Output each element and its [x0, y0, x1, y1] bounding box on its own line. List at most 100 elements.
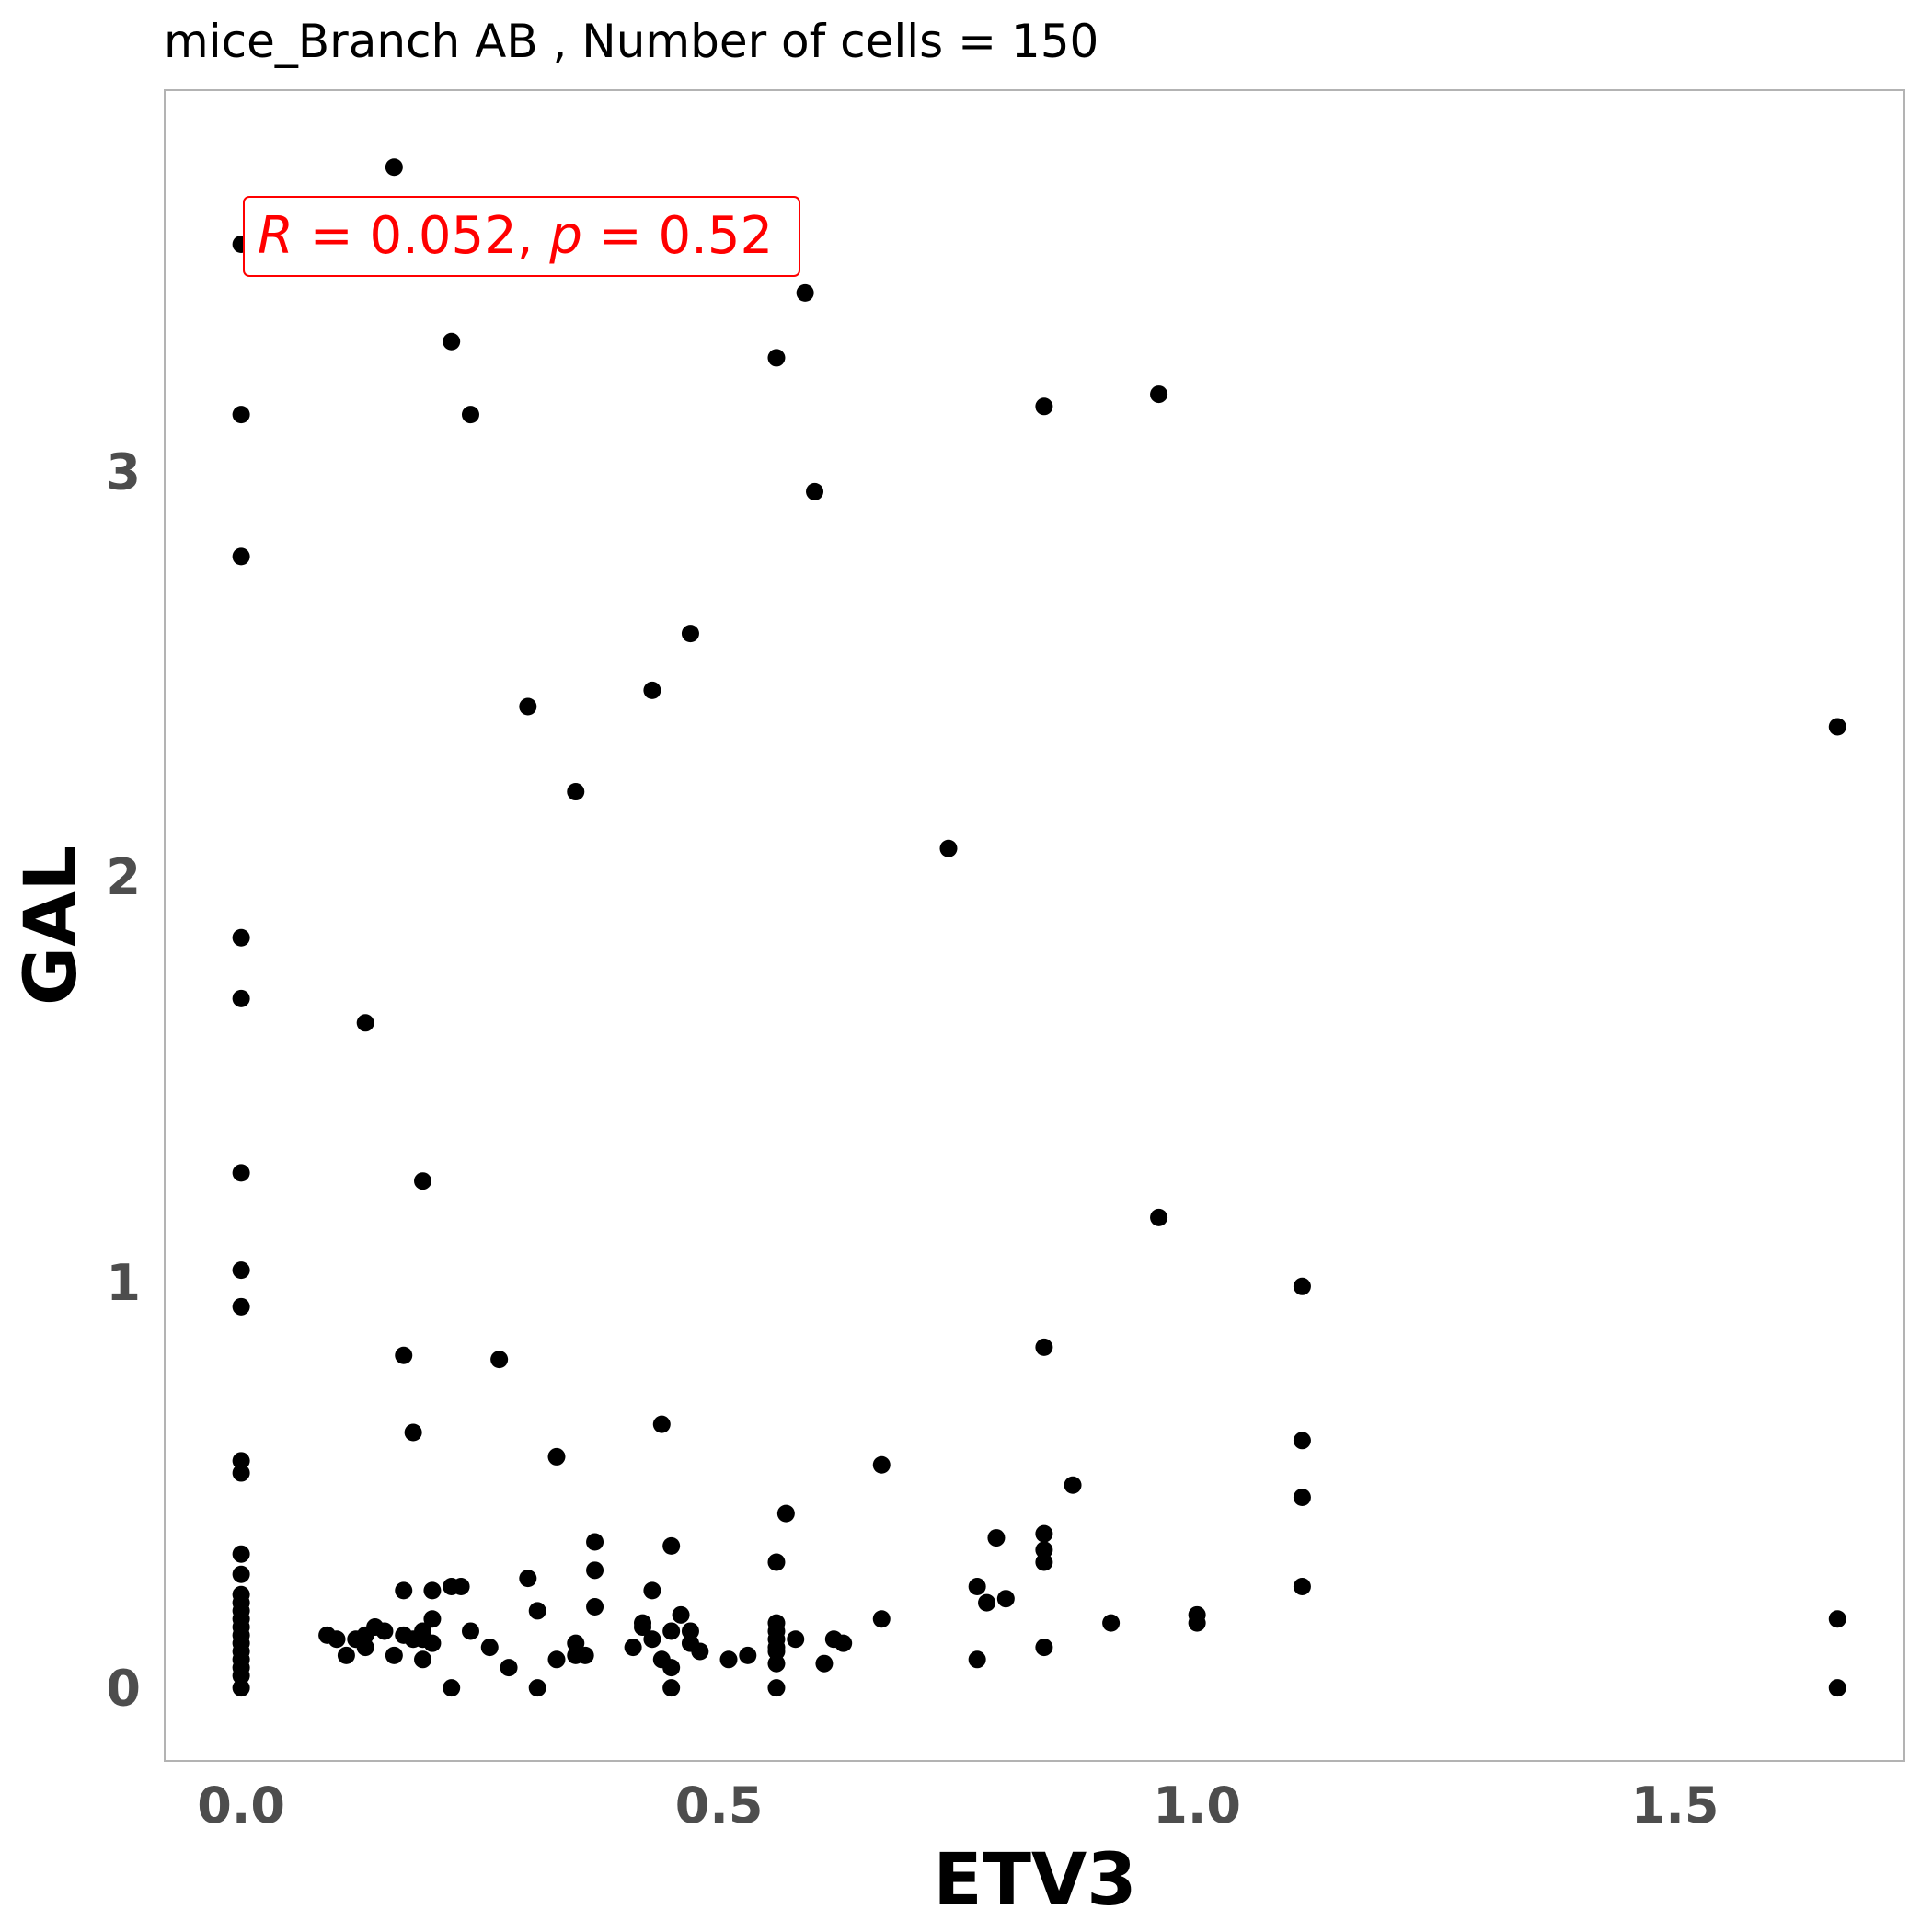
scatter-point: [767, 1679, 786, 1697]
scatter-point: [232, 1545, 250, 1563]
scatter-point: [624, 1639, 642, 1657]
scatter-point: [547, 1650, 566, 1669]
scatter-point: [232, 989, 250, 1007]
scatter-point: [968, 1577, 986, 1595]
scatter-point: [443, 1679, 461, 1697]
scatter-point: [1293, 1577, 1311, 1595]
scatter-point: [395, 1346, 413, 1364]
y-tick-label: 1: [106, 1254, 141, 1312]
scatter-point: [480, 1639, 499, 1657]
scatter-point: [662, 1536, 681, 1555]
x-axis-ticks: 0.0 0.5 1.0 1.5: [197, 1777, 1719, 1834]
scatter-point: [232, 928, 250, 947]
scatter-point: [767, 1553, 786, 1571]
scatter-point: [719, 1650, 738, 1669]
scatter-point: [1828, 718, 1846, 736]
scatter-point: [652, 1415, 671, 1433]
scatter-point: [776, 1504, 795, 1523]
p-label: p: [548, 206, 582, 266]
scatter-point: [987, 1529, 1006, 1547]
scatter-point: [500, 1659, 518, 1677]
scatter-point: [232, 406, 250, 424]
scatter-point: [586, 1533, 604, 1551]
scatter-point: [1828, 1679, 1846, 1697]
scatter-point: [328, 1630, 346, 1649]
scatter-point: [872, 1610, 891, 1628]
y-axis-label: GAL: [10, 845, 93, 1006]
scatter-point: [1035, 1338, 1053, 1356]
scatter-point: [739, 1646, 757, 1664]
scatter-point: [634, 1618, 652, 1637]
scatter-point: [528, 1679, 546, 1697]
scatter-point: [528, 1602, 546, 1620]
scatter-point: [232, 1565, 250, 1583]
scatter-point: [461, 406, 479, 424]
scatter-point: [586, 1561, 604, 1580]
scatter-point: [519, 1570, 537, 1588]
x-axis-label: ETV3: [933, 1839, 1136, 1922]
scatter-point: [232, 547, 250, 566]
y-tick-label: 3: [106, 443, 141, 500]
scatter-point: [662, 1659, 681, 1677]
scatter-point: [1035, 1553, 1053, 1571]
scatter-point: [681, 1622, 699, 1640]
scatter-point: [968, 1650, 986, 1669]
scatter-point: [767, 1654, 786, 1673]
scatter-point: [490, 1351, 509, 1369]
scatter-point: [1035, 1639, 1053, 1657]
plot-area: [164, 89, 1905, 1762]
scatter-point: [232, 1666, 250, 1685]
scatter-point: [567, 783, 585, 801]
scatter-point: [767, 1642, 786, 1661]
scatter-point: [1293, 1432, 1311, 1450]
scatter-point: [1188, 1614, 1206, 1632]
scatter-point: [356, 1639, 374, 1657]
scatter-point: [232, 1464, 250, 1482]
scatter-point: [356, 1014, 374, 1032]
scatter-point: [423, 1634, 442, 1652]
scatter-point: [1102, 1614, 1121, 1632]
scatter-point: [547, 1447, 566, 1466]
scatter-point: [414, 1622, 432, 1640]
scatter-point: [1828, 1610, 1846, 1628]
scatter-point: [567, 1634, 585, 1652]
scatter-point: [385, 158, 403, 177]
scatter-point: [1064, 1476, 1082, 1494]
scatter-point: [423, 1581, 442, 1600]
scatter-point: [662, 1622, 681, 1640]
scatter-point: [232, 1452, 250, 1470]
scatter-point: [452, 1577, 470, 1595]
scatter-point: [385, 1646, 403, 1664]
scatter-point: [806, 482, 824, 500]
scatter-point: [787, 1630, 805, 1649]
scatter-point: [1150, 1208, 1168, 1226]
scatter-point: [996, 1590, 1015, 1608]
scatter-point: [519, 697, 537, 716]
scatter-point: [1035, 1524, 1053, 1543]
scatter-point: [1293, 1488, 1311, 1506]
scatter-point: [1035, 397, 1053, 416]
scatter-point: [643, 1581, 661, 1600]
scatter-point: [337, 1646, 355, 1664]
scatter-point: [815, 1654, 834, 1673]
chart-title: mice_Branch AB , Number of cells = 150: [164, 15, 1098, 68]
scatter-point: [643, 1630, 661, 1649]
scatter-point: [232, 1164, 250, 1182]
scatter-point: [414, 1650, 432, 1669]
y-axis-ticks: 0 1 2 3: [106, 443, 141, 1717]
scatter-point: [404, 1423, 422, 1442]
scatter-point: [232, 1297, 250, 1316]
annotation-box: [243, 196, 800, 277]
scatter-point: [872, 1455, 891, 1474]
scatter-point: [414, 1172, 432, 1190]
scatter-point: [643, 681, 661, 699]
annotation-separator: ,: [517, 206, 550, 266]
scatter-point: [767, 1622, 786, 1640]
scatter-point: [375, 1622, 394, 1640]
scatter-point: [1293, 1277, 1311, 1295]
x-tick-label: 0.5: [675, 1777, 764, 1834]
annotation-text: R = 0.052, p = 0.52: [258, 206, 773, 266]
scatter-point: [395, 1581, 413, 1600]
scatter-point: [978, 1593, 996, 1612]
